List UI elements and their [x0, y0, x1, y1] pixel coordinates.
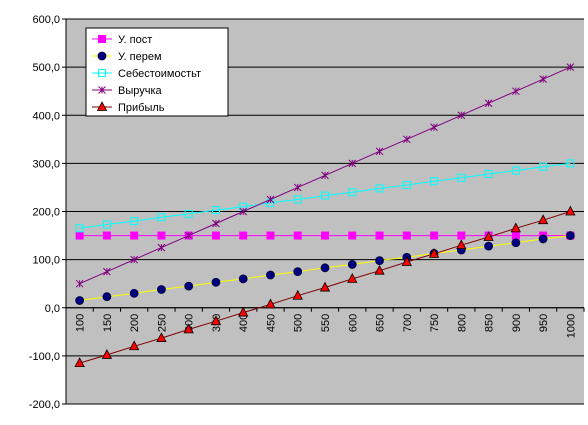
- x-tick-label: 400: [238, 314, 250, 332]
- x-tick-label: 750: [429, 314, 441, 332]
- legend-label: Выручка: [118, 85, 163, 97]
- data-point: [266, 271, 274, 279]
- data-point: [348, 260, 356, 268]
- data-point: [376, 257, 384, 265]
- x-tick-label: 100: [75, 314, 87, 332]
- y-tick-label: 0,0: [45, 303, 60, 315]
- y-tick-label: 400,0: [32, 110, 60, 122]
- x-tick-label: 850: [484, 314, 496, 332]
- y-axis-ticks: 600,0 500,0 400,0 300,0 200,0 100,0 0,0 -100,0 -…: [29, 14, 66, 411]
- y-tick-label: 300,0: [32, 158, 60, 170]
- data-point: [349, 232, 356, 239]
- x-tick-label: 250: [156, 314, 168, 332]
- y-tick-label: -200,0: [29, 399, 60, 411]
- x-tick-label: 950: [538, 314, 550, 332]
- legend-label: Прибыль: [118, 102, 165, 114]
- data-point: [130, 289, 138, 297]
- legend-label: Себестоимостьт: [118, 68, 201, 80]
- legend-label: У. перем: [118, 51, 162, 63]
- data-point: [485, 242, 493, 250]
- y-tick-label: -100,0: [29, 351, 60, 363]
- data-point: [539, 235, 547, 243]
- x-tick-label: 600: [347, 314, 359, 332]
- data-point: [294, 232, 301, 239]
- data-point: [294, 268, 302, 276]
- data-point: [131, 232, 138, 239]
- data-point: [103, 293, 111, 301]
- data-point: [157, 285, 165, 293]
- legend-marker: [98, 52, 106, 60]
- x-tick-label: 1000: [565, 314, 577, 338]
- data-point: [76, 232, 83, 239]
- data-point: [458, 232, 465, 239]
- data-point: [158, 232, 165, 239]
- x-tick-label: 200: [129, 314, 141, 332]
- data-point: [321, 264, 329, 272]
- data-point: [185, 282, 193, 290]
- data-point: [512, 232, 519, 239]
- legend: У. пост У. перем Себестоимостьт Выручка Приб…: [86, 28, 228, 116]
- data-point: [566, 232, 574, 240]
- y-tick-label: 100,0: [32, 255, 60, 267]
- data-point: [103, 232, 110, 239]
- x-tick-label: 900: [511, 314, 523, 332]
- x-tick-label: 450: [265, 314, 277, 332]
- legend-label: У. пост: [118, 34, 152, 46]
- y-tick-label: 600,0: [32, 14, 60, 26]
- data-point: [212, 278, 220, 286]
- legend-marker: [99, 36, 106, 43]
- data-point: [212, 232, 219, 239]
- data-point: [76, 297, 84, 305]
- data-point: [512, 239, 520, 247]
- x-tick-label: 650: [375, 314, 387, 332]
- data-point: [267, 232, 274, 239]
- x-tick-label: 550: [320, 314, 332, 332]
- data-point: [376, 232, 383, 239]
- data-point: [240, 232, 247, 239]
- y-tick-label: 500,0: [32, 62, 60, 74]
- y-tick-label: 200,0: [32, 207, 60, 219]
- x-tick-label: 800: [456, 314, 468, 332]
- x-tick-label: 150: [102, 314, 114, 332]
- x-tick-label: 500: [293, 314, 305, 332]
- x-tick-label: 700: [402, 314, 414, 332]
- data-point: [403, 232, 410, 239]
- data-point: [239, 275, 247, 283]
- data-point: [431, 232, 438, 239]
- data-point: [322, 232, 329, 239]
